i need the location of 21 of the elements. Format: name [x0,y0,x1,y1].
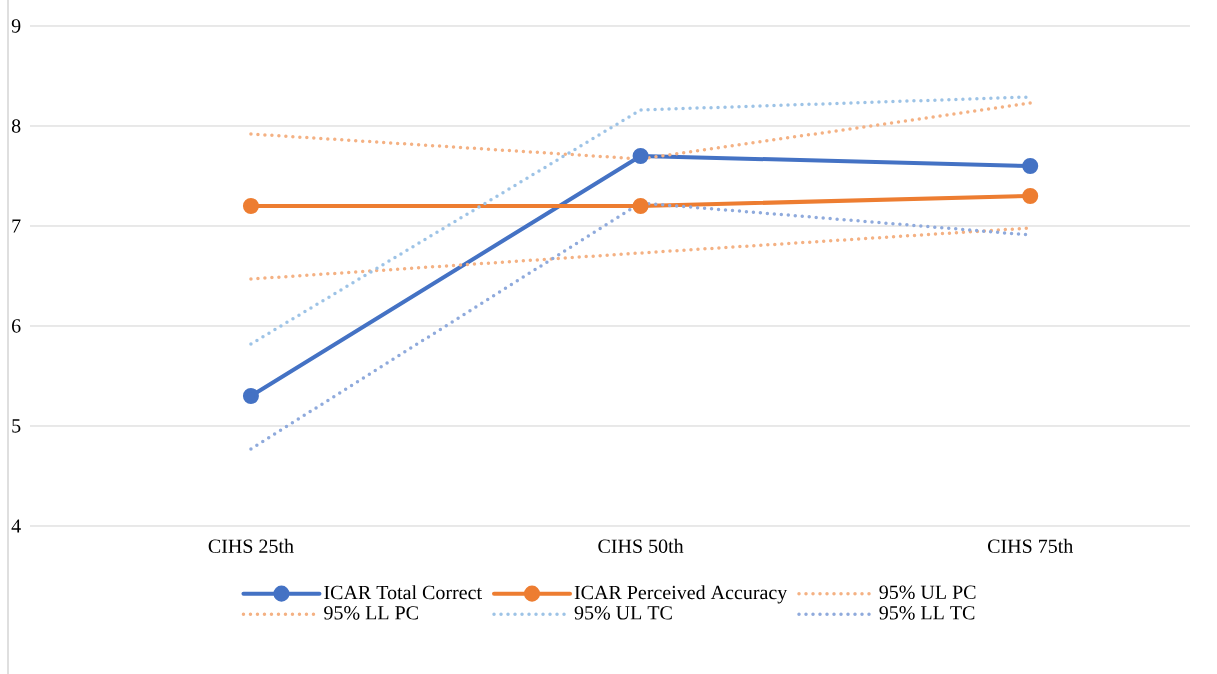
point [242,387,259,404]
legend-label: 95% UL PC [879,585,976,600]
point [242,197,259,214]
legend-label: 95% UL TC [574,606,672,620]
point [1022,157,1039,174]
x-tick-label: CIHS 75th [987,538,1074,553]
x-tick-label: CIHS 25th [208,538,294,553]
point [632,197,649,214]
y-tick-label: 7 [12,219,21,233]
y-tick-label: 4 [11,519,21,533]
legend-label: 95% LL TC [879,606,975,620]
legend-label: 95% LL PC [324,606,418,620]
y-tick-label: 9 [11,19,21,33]
point [632,147,649,164]
y-tick-label: 6 [12,319,21,333]
y-tick-label: 8 [11,119,21,133]
point [1022,187,1039,204]
y-tick-label: 5 [12,419,21,433]
legend-label: ICAR Total Correct [324,585,482,600]
x-tick-label: CIHS 50th [598,538,684,553]
legend-label: ICAR Perceived Accuracy [574,585,788,604]
